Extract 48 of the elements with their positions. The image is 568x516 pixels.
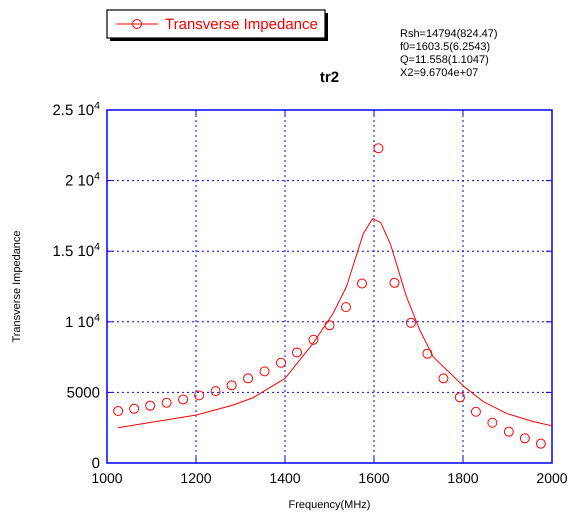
point xyxy=(324,320,334,330)
y-axis-title: Transverse Impedance xyxy=(11,230,23,343)
point xyxy=(487,418,498,428)
text: Q=11.558(1.1047) xyxy=(400,54,489,66)
point xyxy=(129,404,140,414)
point xyxy=(194,390,204,400)
point xyxy=(356,278,367,289)
x-tick-label: 1600 xyxy=(358,470,390,486)
x-tick-label: 1000 xyxy=(91,470,123,486)
line-series xyxy=(118,218,552,428)
y-tick-label: 2.5 10$^{4}$ xyxy=(52,100,100,119)
point xyxy=(373,143,384,154)
point xyxy=(470,406,481,417)
point xyxy=(210,386,221,396)
point xyxy=(113,406,124,416)
point xyxy=(260,366,270,376)
point xyxy=(308,334,318,345)
point xyxy=(276,358,286,368)
y-tick-label: 5000 xyxy=(66,384,100,402)
y-tick-label: 2 10$^{4}$ xyxy=(64,170,100,190)
x-tick-label: 1200 xyxy=(180,470,212,486)
y-tick-label: 1 10$^{4}$ xyxy=(64,312,100,331)
point xyxy=(520,433,530,444)
point xyxy=(226,380,237,390)
x-tick-label: 2000 xyxy=(536,470,568,486)
chart-title: tr2 xyxy=(320,69,340,86)
point xyxy=(145,400,156,411)
point xyxy=(536,438,546,449)
text: X2=9.6704e+07 xyxy=(400,67,478,79)
point xyxy=(178,394,188,404)
point xyxy=(243,373,254,384)
point xyxy=(340,302,351,312)
point xyxy=(162,398,172,408)
point xyxy=(504,426,514,437)
text: f0=1603.5(6.2543) xyxy=(400,41,490,53)
y-tick-label: 0 xyxy=(92,455,100,472)
point xyxy=(389,278,400,288)
x-axis-title: Frequency(MHz) xyxy=(288,499,370,511)
y-tick-label: 1.5 10$^{4}$ xyxy=(52,241,100,260)
point xyxy=(438,373,448,384)
legend-label: Transverse Impedance xyxy=(165,16,318,33)
text: Rsh=14794(824.47) xyxy=(400,28,498,40)
point xyxy=(422,348,432,359)
x-tick-label: 1800 xyxy=(447,470,479,486)
point xyxy=(292,347,302,358)
point xyxy=(406,318,416,328)
x-tick-label: 1400 xyxy=(269,470,301,486)
point xyxy=(454,392,465,402)
